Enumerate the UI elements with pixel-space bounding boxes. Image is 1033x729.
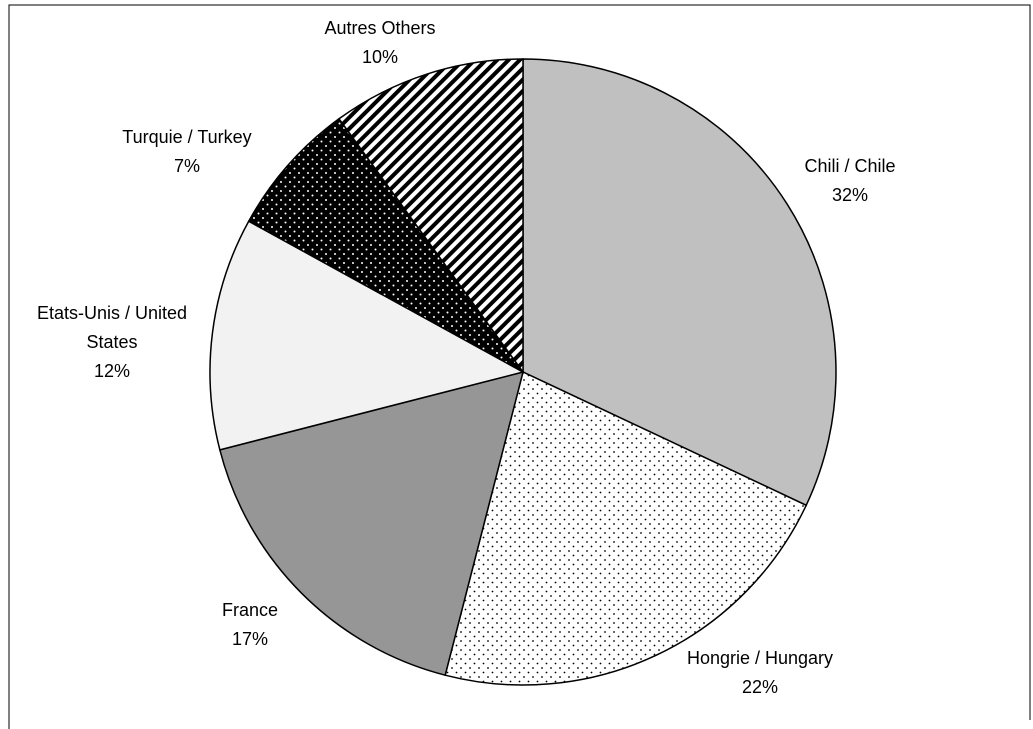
category-label: France [221,600,279,620]
value-label: 10% [361,47,399,67]
pie-slice [522,58,837,507]
category-label: Autres Others [324,18,436,38]
value-label: 17% [231,629,269,649]
pie-slice [209,220,526,451]
value-label: 12% [93,361,131,381]
pie-slice [247,117,524,373]
slice-label: Autres Others 10% [280,14,480,72]
slice-label: Etats-Unis / United States 12% [12,299,212,386]
pie [209,58,837,686]
pie-slice [337,58,524,375]
frame [8,4,1031,729]
value-label: 32% [831,185,869,205]
slice-label: Turquie / Turkey 7% [87,123,287,181]
value-label: 7% [173,156,200,176]
category-label: Chili / Chile [804,156,896,176]
slice-label: France 17% [190,596,310,654]
category-label: Etats-Unis / United States [36,303,188,352]
pie-slice [218,370,525,677]
slice-label: Chili / Chile 32% [750,152,950,210]
category-label: Hongrie / Hungary [686,648,834,668]
value-label: 22% [741,677,779,697]
slice-label: Hongrie / Hungary 22% [660,644,860,702]
pie-slice [444,370,808,686]
category-label: Turquie / Turkey [122,127,252,147]
